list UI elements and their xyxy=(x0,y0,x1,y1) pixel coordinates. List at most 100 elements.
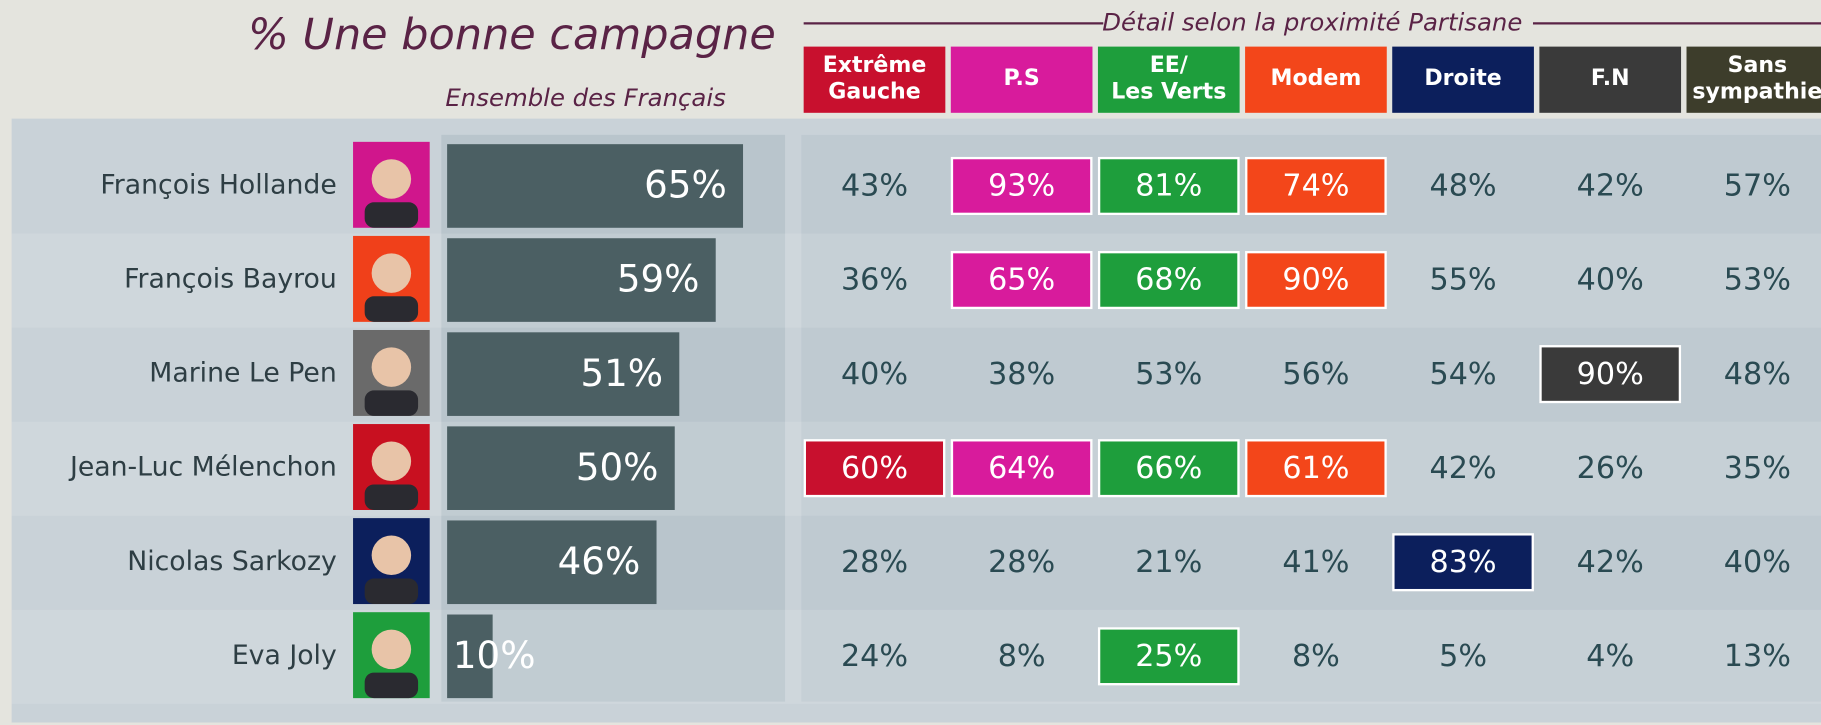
cell: 65% xyxy=(988,263,1055,298)
highlight-cell xyxy=(1392,533,1534,592)
cell: 25% xyxy=(1135,639,1202,674)
cell: 54% xyxy=(1430,357,1497,392)
bar xyxy=(447,144,744,228)
row-label: Jean-Luc Mélenchon xyxy=(68,452,337,483)
bar-label: 10% xyxy=(453,634,536,677)
photo-face xyxy=(371,441,412,481)
highlight-cell xyxy=(1245,251,1387,310)
cell: 35% xyxy=(1724,451,1791,486)
row-label: Marine Le Pen xyxy=(149,358,336,389)
cell: 60% xyxy=(841,451,908,486)
cell: 40% xyxy=(1577,263,1644,298)
highlight-cell xyxy=(1097,251,1240,310)
cell: 66% xyxy=(1135,451,1202,486)
cell: 28% xyxy=(841,545,908,580)
cell: 57% xyxy=(1724,169,1791,204)
chart-title: % Une bonne campagne xyxy=(248,10,776,60)
cell: 28% xyxy=(988,545,1055,580)
photo-body xyxy=(364,672,419,699)
cell: 48% xyxy=(1724,357,1791,392)
highlight-cell xyxy=(1097,627,1240,686)
cell: 24% xyxy=(841,639,908,674)
bar-label: 65% xyxy=(644,164,727,207)
column-header xyxy=(950,46,1093,113)
row-label: François Hollande xyxy=(100,169,336,200)
bar xyxy=(447,614,493,699)
highlight-cell xyxy=(950,156,1093,216)
bar xyxy=(447,426,675,510)
cell: 93% xyxy=(988,169,1055,204)
cell: 42% xyxy=(1577,169,1644,204)
highlight-cell xyxy=(1097,439,1240,498)
cell: 42% xyxy=(1430,451,1497,486)
cell: 61% xyxy=(1282,451,1349,486)
column-header xyxy=(803,46,946,113)
cell: 90% xyxy=(1577,357,1644,392)
column-header-text: Sans xyxy=(1728,53,1788,78)
column-header-text: F.N xyxy=(1591,66,1630,91)
cell: 90% xyxy=(1282,263,1349,298)
bar-area xyxy=(441,134,786,702)
photo-body xyxy=(364,296,419,322)
cell: 83% xyxy=(1430,545,1497,580)
column-header-text: Gauche xyxy=(828,79,920,104)
bar-label: 46% xyxy=(558,540,641,583)
bar xyxy=(447,238,716,322)
column-header-text: sympathie xyxy=(1692,79,1821,104)
cell: 21% xyxy=(1135,545,1202,580)
detail-area xyxy=(801,134,1821,702)
column-header xyxy=(1245,46,1387,113)
column-header-text: Droite xyxy=(1424,66,1501,91)
cell: 48% xyxy=(1430,169,1497,204)
cell: 5% xyxy=(1439,639,1487,674)
cell: 56% xyxy=(1282,357,1349,392)
cell: 38% xyxy=(988,357,1055,392)
highlight-cell xyxy=(950,439,1093,498)
cell: 42% xyxy=(1577,545,1644,580)
photo-body xyxy=(364,202,419,228)
cell: 40% xyxy=(841,357,908,392)
highlight-cell xyxy=(1097,156,1240,216)
photo-face xyxy=(371,159,412,199)
highlight-cell xyxy=(1245,439,1387,498)
column-header xyxy=(1539,46,1682,113)
row-label: Eva Joly xyxy=(232,640,337,671)
photo-body xyxy=(364,390,419,416)
highlight-cell xyxy=(1539,345,1682,404)
photo-body xyxy=(364,484,419,510)
cell: 43% xyxy=(841,169,908,204)
cell: 26% xyxy=(1577,451,1644,486)
bar-label: 51% xyxy=(580,352,663,395)
table-title: Détail selon la proximité Partisane xyxy=(1102,7,1522,36)
column-header xyxy=(1392,46,1534,113)
column-header-text: Modem xyxy=(1271,66,1362,91)
photo-body xyxy=(364,578,419,605)
highlight-cell xyxy=(1245,156,1387,216)
photo-face xyxy=(371,347,412,387)
cell: 74% xyxy=(1282,169,1349,204)
column-header xyxy=(1097,46,1240,113)
column-header-text: Les Verts xyxy=(1111,79,1226,104)
row-band xyxy=(11,609,1821,704)
bar-label: 50% xyxy=(576,446,659,489)
cell: 41% xyxy=(1282,545,1349,580)
bar-label: 59% xyxy=(617,258,700,301)
cell: 8% xyxy=(998,639,1046,674)
chart-subtitle: Ensemble des Français xyxy=(445,83,726,112)
cell: 8% xyxy=(1292,639,1340,674)
cell: 4% xyxy=(1586,639,1634,674)
column-header-text: P.S xyxy=(1003,66,1039,91)
cell: 68% xyxy=(1135,263,1202,298)
column-header xyxy=(1686,46,1821,113)
row-label: François Bayrou xyxy=(124,264,337,295)
column-header-text: EE/ xyxy=(1150,53,1189,78)
row-band xyxy=(11,233,1821,328)
cell: 81% xyxy=(1135,169,1202,204)
photo-face xyxy=(371,253,412,293)
column-header-text: Extrême xyxy=(823,53,927,78)
photo-face xyxy=(371,535,412,576)
cell: 55% xyxy=(1430,263,1497,298)
bar xyxy=(447,520,657,605)
bar xyxy=(447,332,680,416)
